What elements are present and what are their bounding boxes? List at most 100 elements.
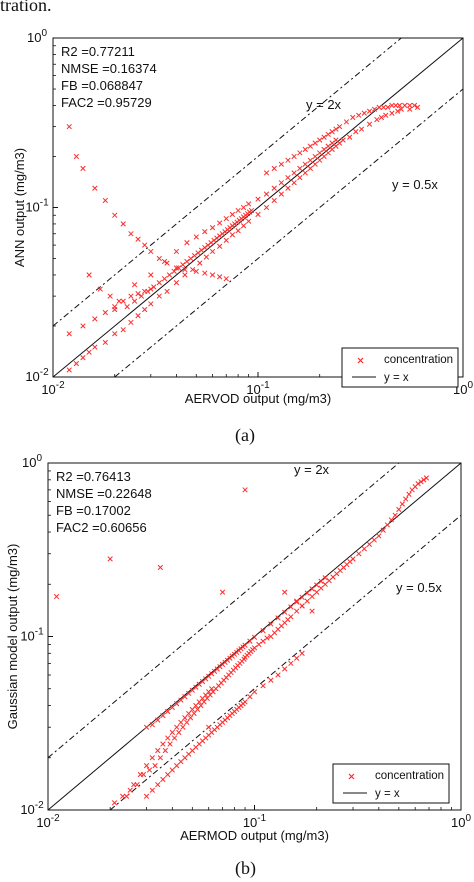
data-point (149, 722, 155, 728)
data-point (314, 589, 320, 595)
data-point (356, 551, 362, 557)
data-point (293, 655, 300, 661)
data-point (120, 793, 126, 799)
x-tick-label-exp: -2 (51, 813, 60, 824)
data-point (164, 288, 170, 295)
data-point (184, 719, 190, 726)
reference-line-y-equals-x (52, 37, 464, 378)
data-point (123, 793, 130, 799)
data-point (128, 319, 134, 326)
y-tick-label-base: 10 (20, 802, 34, 817)
data-point (256, 641, 262, 648)
data-point (380, 104, 387, 110)
data-point (418, 479, 424, 485)
data-point (161, 276, 168, 282)
data-point (285, 157, 291, 163)
panel-caption-b: (b) (235, 858, 256, 878)
x-tick-label-exp: 0 (465, 813, 471, 824)
data-point (155, 717, 161, 723)
data-point (293, 599, 300, 605)
data-point (403, 496, 409, 502)
legend-marker-x2 (357, 357, 364, 364)
data-point (173, 280, 180, 286)
data-point (282, 609, 288, 615)
y-tick-label-exp: 0 (41, 28, 47, 39)
data-point (297, 165, 303, 172)
data-point (304, 590, 310, 596)
data-point (407, 102, 413, 109)
data-point (137, 771, 143, 778)
y-tick-label-exp: -2 (35, 800, 44, 811)
data-point (135, 236, 141, 242)
data-point (151, 284, 157, 290)
data-point (384, 522, 391, 528)
data-point (138, 293, 145, 299)
data-point (278, 180, 285, 186)
data-point (255, 196, 261, 202)
data-point (80, 323, 86, 329)
data-point (407, 106, 413, 112)
data-point (120, 327, 126, 333)
data-point (111, 800, 118, 806)
data-point (208, 686, 215, 692)
data-point (171, 268, 177, 275)
data-point (156, 293, 162, 299)
data-point (216, 243, 223, 249)
data-point (240, 204, 247, 211)
data-point (206, 724, 212, 730)
data-point (166, 272, 173, 278)
y-tick-label-exp: -1 (35, 627, 44, 638)
x-tick-label-base: 10 (243, 815, 257, 830)
legend-label-y-equals-x: y = x (384, 372, 409, 384)
data-point (251, 645, 258, 651)
data-point (325, 131, 331, 138)
x-tick-label-base: 10 (246, 382, 260, 397)
x-axis-label: AERVOD output (mg/m3) (185, 391, 331, 406)
data-point (112, 331, 118, 337)
data-point (156, 280, 162, 286)
data-point (131, 781, 137, 788)
data-point (174, 701, 180, 707)
y-axis-label: Gaussian model output (mg/m3) (5, 544, 20, 730)
data-point (53, 593, 60, 600)
data-point (128, 293, 134, 299)
data-point (180, 724, 186, 730)
legend-marker-x2 (348, 773, 355, 780)
data-point (388, 517, 395, 523)
data-point (392, 512, 398, 518)
data-point (317, 157, 323, 163)
data-point (80, 355, 86, 361)
data-point (209, 225, 216, 231)
y-tick-label-exp: -2 (40, 367, 49, 378)
data-point (160, 712, 166, 719)
data-point (260, 628, 266, 634)
data-point (173, 265, 180, 271)
data-point (148, 248, 154, 255)
data-point (240, 223, 247, 229)
data-point (282, 666, 288, 672)
data-point (198, 247, 205, 253)
legend: concentration y = x (341, 347, 459, 388)
data-point (245, 201, 252, 207)
data-point (366, 121, 373, 127)
data-point (180, 262, 186, 268)
data-point (124, 304, 130, 310)
x-tick-label: 10-1 (246, 380, 270, 397)
data-point (167, 741, 173, 747)
data-point (385, 104, 391, 110)
data-point (143, 724, 150, 730)
data-point (376, 104, 382, 110)
data-point (297, 150, 303, 156)
data-point (309, 586, 315, 592)
data-point (366, 108, 373, 114)
data-point (152, 763, 158, 769)
data-point (309, 593, 315, 600)
data-point (389, 102, 395, 109)
data-point (173, 248, 180, 255)
data-point (307, 157, 313, 163)
data-point (411, 102, 418, 109)
legend-label-concentration: concentration (375, 770, 444, 782)
data-point (135, 291, 141, 297)
data-point (178, 719, 184, 726)
